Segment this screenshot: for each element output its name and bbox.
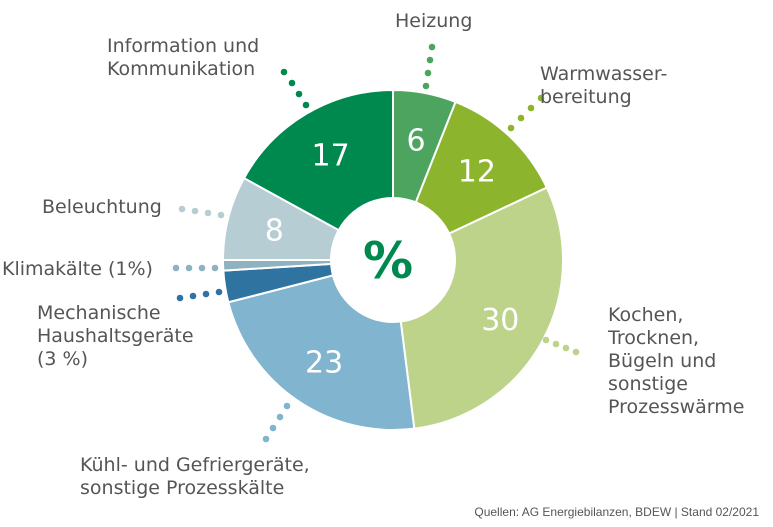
category-label-kochen: Kochen, Trocknen, Bügeln und sonstige Prozes… xyxy=(607,304,744,418)
category-label-line: Kommunikation xyxy=(107,58,255,80)
category-label-line: Beleuchtung xyxy=(42,196,162,218)
category-label-line: Haushaltsgeräte xyxy=(37,325,194,347)
category-labels: Heizung Warmwasser-bereitung Kochen, Trockn… xyxy=(2,10,744,499)
leader-dot-warmwasser xyxy=(527,104,535,112)
category-label-line: bereitung xyxy=(540,86,632,108)
leader-dot-info xyxy=(295,90,303,98)
value-label-heizung: 6 xyxy=(406,124,425,159)
category-label-line: Heizung xyxy=(395,10,472,32)
leader-dot-mechanisch xyxy=(202,290,210,298)
category-label-line: Warmwasser- xyxy=(540,63,667,85)
leader-dot-mechanisch xyxy=(189,292,197,300)
center-hole xyxy=(330,197,456,323)
leader-dot-kuehl xyxy=(283,402,291,410)
leader-dot-warmwasser xyxy=(537,94,545,102)
category-label-line: Prozesswärme xyxy=(608,396,744,418)
category-label-line: sonstige xyxy=(608,373,688,395)
leader-dot-heizung xyxy=(424,69,432,77)
leader-dot-mechanisch xyxy=(215,288,223,296)
category-label-line: Information und xyxy=(107,35,259,57)
category-label-beleuchtung: Beleuchtung xyxy=(42,196,162,218)
leader-dot-warmwasser xyxy=(507,124,515,132)
category-label-line: (3 %) xyxy=(37,348,88,370)
leader-dot-heizung xyxy=(422,82,430,90)
category-label-heizung: Heizung xyxy=(395,10,472,32)
category-label-mechanisch: Mechanische Haushaltsgeräte (3 %) xyxy=(37,302,194,370)
leader-dot-kochen xyxy=(562,344,570,352)
leader-dot-kuehl xyxy=(262,435,270,443)
leader-dots xyxy=(172,43,580,443)
value-label-warmwasser: 12 xyxy=(458,155,496,190)
leader-dot-kuehl xyxy=(276,413,284,421)
value-label-info: 17 xyxy=(312,139,350,174)
leader-dot-beleuchtung xyxy=(191,207,199,215)
value-label-kochen: 30 xyxy=(481,303,519,338)
value-labels: 6 12 30 23 8 17 xyxy=(265,124,520,381)
category-label-line: Trocknen, xyxy=(607,327,699,349)
category-label-warmwasser: Warmwasser-bereitung xyxy=(540,63,667,108)
leader-dot-kochen xyxy=(572,348,580,356)
category-label-line: Mechanische xyxy=(37,302,161,324)
leader-dot-info xyxy=(302,101,310,109)
leader-dot-beleuchtung xyxy=(204,209,212,217)
category-label-line: Bügeln und xyxy=(608,350,716,372)
center-label: % xyxy=(363,232,413,290)
category-label-line: sonstige Prozesskälte xyxy=(80,477,284,499)
category-label-line: Kühl- und Gefriergeräte, xyxy=(80,454,310,476)
leader-dot-warmwasser xyxy=(517,114,525,122)
value-label-beleuchtung: 8 xyxy=(265,214,284,249)
leader-dot-kuehl xyxy=(269,424,277,432)
category-label-kuehl: Kühl- und Gefriergeräte, sonstige Prozess… xyxy=(80,454,310,499)
leader-dot-info xyxy=(280,68,288,76)
leader-dot-klimakaelte xyxy=(211,264,219,272)
category-label-info: Information und Kommunikation xyxy=(107,35,259,80)
leader-dot-heizung xyxy=(428,43,436,51)
source-note: Quellen: AG Energiebilanzen, BDEW | Stan… xyxy=(474,505,759,519)
category-label-klimakaelte: Klimakälte (1%) xyxy=(2,258,153,280)
leader-dot-kochen xyxy=(542,336,550,344)
leader-dot-klimakaelte xyxy=(198,264,206,272)
leader-dot-heizung xyxy=(426,56,434,64)
leader-dot-beleuchtung xyxy=(217,211,225,219)
leader-dot-klimakaelte xyxy=(172,264,180,272)
category-label-line: Klimakälte (1%) xyxy=(2,258,153,280)
leader-dot-kochen xyxy=(552,340,560,348)
leader-dot-beleuchtung xyxy=(178,205,186,213)
leader-dot-klimakaelte xyxy=(185,264,193,272)
leader-dot-mechanisch xyxy=(176,294,184,302)
category-label-line: Kochen, xyxy=(608,304,683,326)
leader-dot-info xyxy=(288,79,296,87)
value-label-kuehl: 23 xyxy=(305,345,343,380)
